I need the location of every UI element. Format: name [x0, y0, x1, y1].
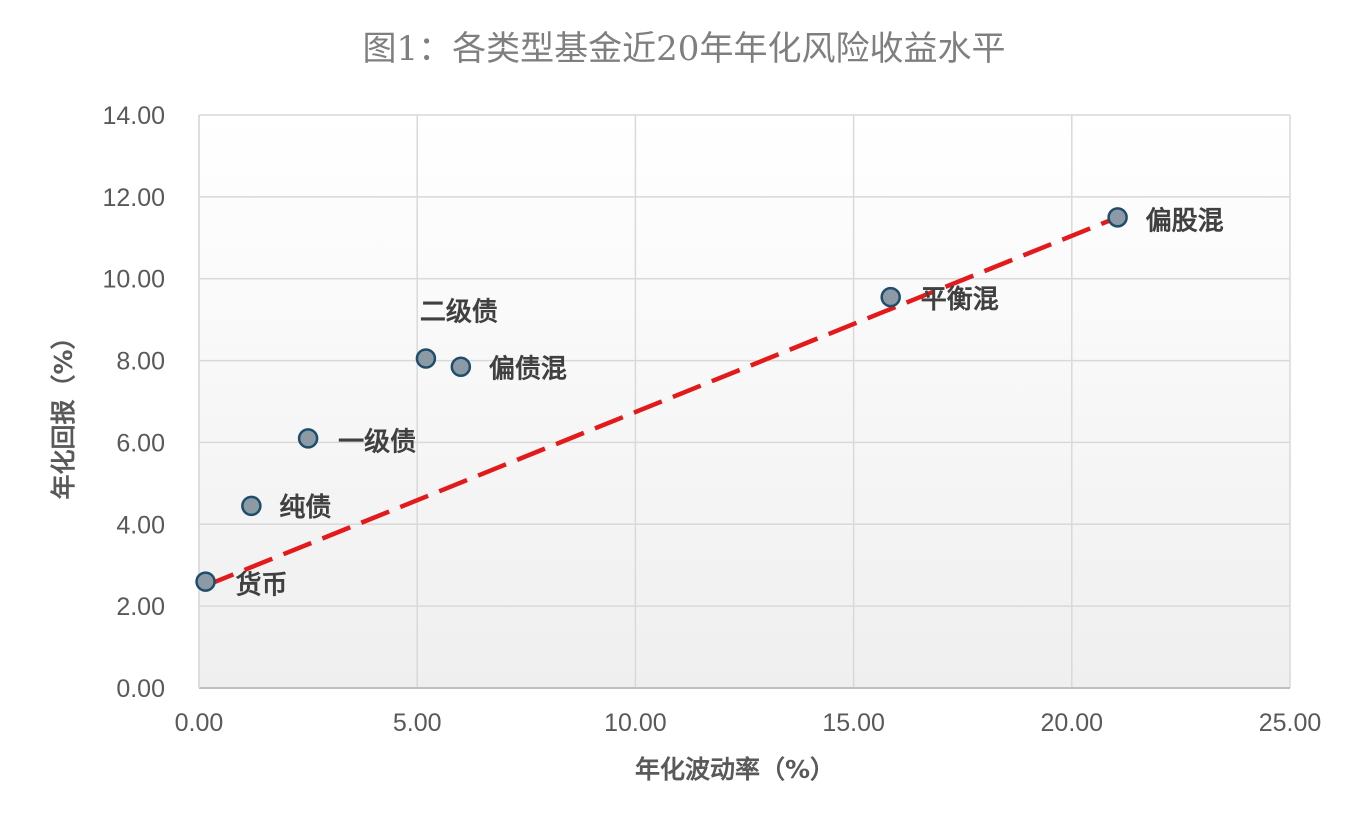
point-label: 一级债: [338, 426, 416, 457]
x-tick-label: 25.00: [1259, 709, 1322, 737]
y-tick-label: 4.00: [116, 511, 165, 539]
x-tick-label: 20.00: [1041, 709, 1104, 737]
data-point: [241, 495, 262, 517]
point-label: 平衡混: [921, 284, 999, 315]
data-point: [450, 356, 472, 377]
y-axis-title: 年化回报（%）: [49, 324, 78, 499]
plot-area: [199, 115, 1290, 688]
data-point: [415, 348, 437, 369]
chart-title: 图1：各类型基金近20年年化风险收益水平: [363, 29, 1006, 69]
point-label: 二级债: [420, 297, 498, 328]
data-point: [195, 571, 216, 592]
y-tick-label: 6.00: [116, 429, 165, 457]
gridlines: [198, 114, 1291, 689]
x-axis-title: 年化波动率（%）: [635, 755, 835, 784]
y-tick-label: 10.00: [102, 266, 165, 294]
y-tick-label: 8.00: [116, 348, 165, 376]
y-tick-label: 2.00: [116, 593, 165, 621]
data-points: [195, 207, 1128, 592]
x-tick-label: 15.00: [822, 709, 885, 737]
x-tick-label: 5.00: [393, 709, 442, 737]
x-tick-label: 0.00: [175, 709, 224, 737]
point-label: 货币: [236, 570, 288, 601]
axes: 0.00 2.00 4.00 6.00 8.00 10.00 12.00 14.00 0.00 5…: [102, 102, 1321, 737]
x-tick-label: 10.00: [604, 709, 667, 737]
trendline-layer: [204, 215, 1119, 588]
y-tick-label: 14.00: [102, 102, 165, 130]
point-label: 纯债: [279, 492, 331, 523]
y-tick-label: 12.00: [102, 184, 165, 212]
data-point: [1107, 207, 1128, 228]
point-label: 偏股混: [1146, 205, 1224, 236]
data-point: [297, 428, 319, 449]
trendline: [204, 215, 1119, 588]
y-tick-label: 0.00: [116, 675, 165, 703]
data-point: [880, 286, 901, 308]
point-label: 偏债混: [489, 354, 567, 385]
